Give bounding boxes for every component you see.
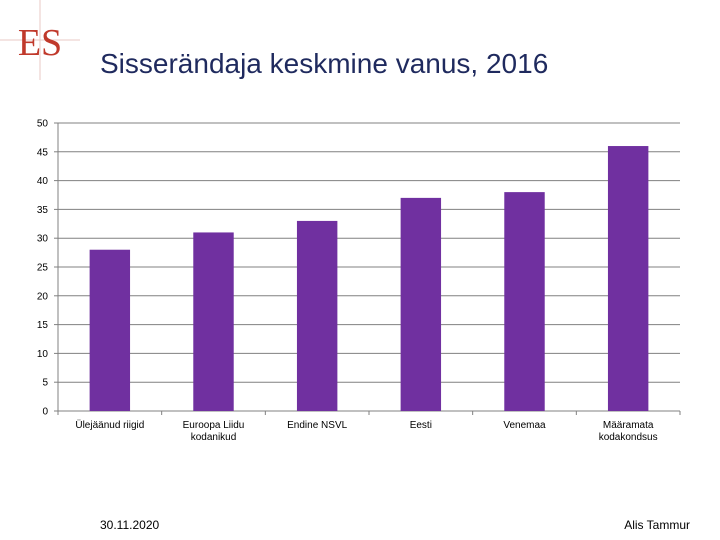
- logo: ES: [0, 0, 80, 80]
- y-tick-label: 50: [37, 119, 49, 130]
- bar: [296, 220, 338, 411]
- x-tick-label: Eesti: [410, 420, 432, 431]
- x-tick-label: Venemaa: [503, 420, 546, 431]
- y-tick-label: 25: [37, 263, 49, 274]
- logo-mark: ES: [18, 22, 62, 64]
- y-tick-label: 40: [37, 176, 49, 187]
- y-tick-label: 15: [37, 320, 49, 331]
- y-tick-label: 10: [37, 349, 49, 360]
- y-tick-label: 35: [37, 205, 49, 216]
- x-tick-label: Euroopa Liidu kodanikud: [183, 420, 245, 443]
- y-tick-label: 0: [42, 407, 48, 418]
- footer-date: 30.11.2020: [100, 518, 160, 532]
- y-tick-label: 45: [37, 147, 49, 158]
- bar: [504, 192, 545, 411]
- page-title: Sisserändaja keskmine vanus, 2016: [100, 48, 549, 79]
- bar: [400, 197, 442, 411]
- y-tick-label: 30: [37, 234, 49, 245]
- bar: [89, 249, 131, 411]
- y-tick-label: 5: [42, 378, 48, 389]
- x-tick-label: Määramata kodakondsus: [599, 420, 658, 443]
- bar: [607, 146, 649, 412]
- x-tick-label: Endine NSVL: [287, 420, 347, 431]
- x-tick-label: Ülejäänud riigid: [75, 419, 144, 431]
- bar: [193, 232, 234, 411]
- footer-author: Alis Tammur: [624, 518, 690, 532]
- y-tick-label: 20: [37, 291, 49, 302]
